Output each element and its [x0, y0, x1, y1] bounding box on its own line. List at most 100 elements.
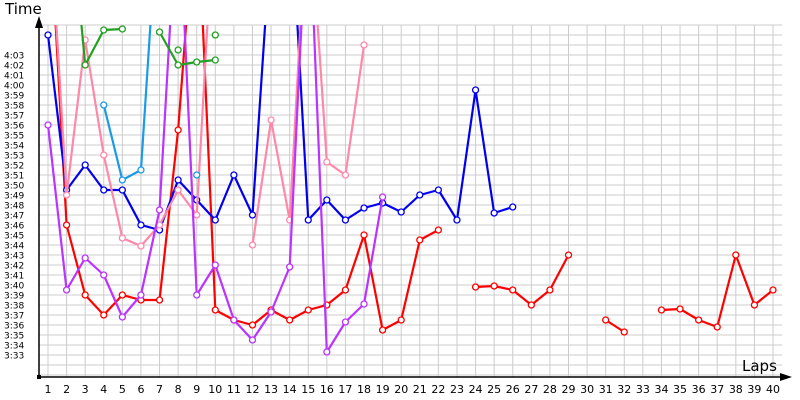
data-point	[434, 226, 443, 234]
data-point	[304, 216, 312, 224]
data-point	[230, 171, 238, 179]
data-point	[732, 251, 740, 259]
data-point	[471, 86, 480, 94]
data-point	[62, 191, 71, 199]
data-point	[81, 161, 89, 169]
data-point	[527, 301, 535, 309]
data-point	[564, 251, 573, 259]
x-tick-label: 12	[245, 383, 259, 396]
x-tick-label: 7	[156, 383, 163, 396]
x-tick-label: 5	[119, 383, 126, 396]
series-driver-green	[80, 25, 219, 69]
x-tick-label: 22	[431, 383, 445, 396]
y-tick-label: 3:39	[4, 292, 24, 302]
x-tick-label: 14	[283, 383, 297, 396]
data-point	[100, 151, 108, 159]
data-point	[193, 291, 201, 299]
y-axis-title: Time	[4, 0, 42, 18]
y-axis-tick-labels: 4:034:024:014:003:593:583:573:563:553:54…	[4, 52, 24, 362]
y-tick-label: 3:40	[4, 282, 24, 292]
y-tick-label: 3:41	[4, 272, 24, 282]
data-point	[100, 311, 108, 319]
x-tick-label: 17	[338, 383, 352, 396]
x-tick-label: 20	[394, 383, 408, 396]
data-point	[155, 206, 164, 214]
data-point	[360, 41, 368, 49]
data-point	[546, 286, 554, 294]
x-tick-label: 13	[264, 383, 278, 396]
data-point	[174, 61, 182, 69]
x-tick-label: 25	[487, 383, 501, 396]
y-tick-label: 3:38	[4, 302, 24, 312]
data-point	[453, 216, 461, 224]
x-tick-label: 16	[320, 383, 334, 396]
data-point	[769, 286, 777, 294]
y-axis-arrow-icon	[35, 16, 43, 28]
x-tick-label: 36	[692, 383, 706, 396]
x-tick-label: 15	[301, 383, 315, 396]
data-point	[397, 208, 405, 216]
x-tick-label: 40	[766, 383, 780, 396]
x-tick-label: 1	[45, 383, 52, 396]
data-point	[360, 204, 368, 212]
series-driver-pink	[55, 25, 368, 250]
data-point	[323, 196, 331, 204]
y-tick-label: 3:37	[4, 312, 24, 322]
data-point	[137, 291, 145, 299]
y-tick-label: 3:45	[4, 232, 24, 242]
data-point	[100, 271, 108, 279]
data-point	[267, 308, 275, 316]
x-tick-label: 37	[710, 383, 724, 396]
data-point	[676, 305, 684, 313]
y-tick-label: 3:58	[4, 102, 24, 112]
x-tick-label: 31	[599, 383, 613, 396]
data-point	[118, 313, 127, 321]
data-point	[341, 216, 350, 224]
data-point	[323, 348, 331, 356]
x-tick-label: 4	[100, 383, 107, 396]
axes	[35, 16, 792, 381]
data-point	[509, 286, 517, 294]
x-tick-label: 2	[63, 383, 70, 396]
x-tick-label: 3	[82, 383, 89, 396]
data-point	[713, 323, 721, 331]
x-tick-label: 23	[450, 383, 464, 396]
x-tick-label: 29	[562, 383, 576, 396]
series-driver-green-2	[174, 31, 219, 54]
x-tick-label: 6	[137, 383, 144, 396]
data-point	[397, 316, 405, 324]
data-point	[750, 301, 759, 309]
x-tick-label: 39	[747, 383, 761, 396]
x-tick-label: 35	[673, 383, 687, 396]
data-point	[211, 31, 219, 39]
x-tick-label: 24	[469, 383, 483, 396]
y-tick-label: 3:46	[4, 222, 24, 232]
data-point	[248, 321, 257, 329]
y-tick-label: 4:02	[4, 62, 24, 72]
x-tick-label: 21	[413, 383, 427, 396]
x-tick-label: 26	[506, 383, 520, 396]
x-tick-label: 9	[193, 383, 200, 396]
data-point	[378, 326, 387, 334]
data-point	[211, 216, 219, 224]
data-point	[193, 211, 201, 219]
y-tick-label: 4:03	[4, 52, 24, 62]
y-tick-label: 4:00	[4, 82, 24, 92]
data-point	[416, 191, 424, 199]
y-tick-label: 3:56	[4, 122, 24, 132]
series-driver-blue	[44, 25, 517, 234]
data-point	[694, 316, 703, 324]
data-point	[137, 221, 145, 229]
data-point	[248, 211, 257, 219]
data-point	[211, 261, 219, 269]
data-point	[81, 254, 89, 262]
data-point	[155, 28, 164, 36]
data-point	[248, 241, 257, 249]
y-tick-label: 3:51	[4, 172, 24, 182]
y-tick-label: 4:01	[4, 72, 24, 82]
data-point	[118, 176, 127, 184]
data-point	[100, 26, 108, 34]
data-point	[341, 318, 350, 326]
data-point	[118, 186, 127, 194]
x-axis-arrow-icon	[780, 373, 792, 381]
